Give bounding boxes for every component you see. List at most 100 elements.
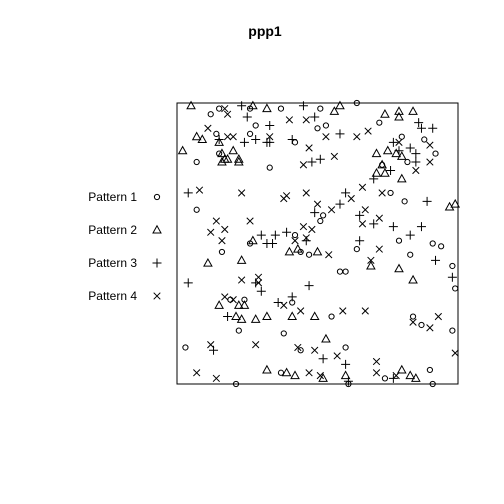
cross-point-marker [316, 371, 324, 380]
triangle-point-marker [233, 300, 244, 309]
circle-point-marker [449, 327, 456, 334]
triangle-point-marker [228, 145, 239, 155]
cross-point-marker [246, 217, 254, 225]
plus-point-marker [315, 154, 325, 164]
cross-point-marker [223, 110, 232, 118]
plus-point-marker [268, 239, 278, 248]
cross-point-marker [299, 161, 308, 169]
triangle-point-marker [233, 156, 244, 166]
cross-point-marker [327, 206, 336, 214]
triangle-point-marker [377, 159, 387, 169]
plus-point-marker [369, 174, 379, 184]
plus-point-marker [265, 137, 275, 147]
triangle-point-marker [329, 106, 340, 115]
triangle-point-marker [231, 311, 241, 321]
plus-point-marker [223, 312, 233, 322]
triangle-point-marker [450, 198, 461, 208]
plus-point-marker [242, 112, 252, 122]
circle-point-marker [398, 133, 405, 140]
triangle-point-marker [222, 153, 233, 163]
triangle-point-marker [262, 364, 272, 374]
triangle-point-marker [233, 153, 244, 163]
cross-point-marker [282, 192, 291, 200]
cross-point-marker [229, 133, 237, 141]
triangle-point-marker [236, 314, 247, 323]
plus-point-marker [287, 135, 297, 145]
plus-point-marker [431, 255, 441, 265]
plus-point-marker [416, 222, 426, 232]
cross-point-marker [367, 256, 375, 265]
circle-point-marker [216, 105, 223, 112]
plus-point-marker [251, 135, 261, 145]
circle-point-marker [387, 189, 394, 197]
plus-point-marker [304, 281, 314, 291]
cross-point-marker [218, 237, 226, 245]
cross-point-marker [339, 307, 347, 315]
cross-point-marker [412, 166, 420, 175]
triangle-point-marker [340, 370, 351, 380]
cross-point-marker [358, 220, 367, 228]
triangle-point-marker [408, 274, 418, 284]
cross-point-marker [426, 158, 434, 166]
circle-point-marker [452, 285, 459, 292]
cross-point-marker [426, 141, 434, 149]
plus-point-marker [335, 129, 345, 139]
legend-circle-symbol [153, 193, 161, 201]
cross-point-marker [302, 234, 310, 242]
triangle-point-marker [239, 300, 250, 309]
circle-point-marker [218, 248, 226, 256]
circle-point-marker [317, 217, 324, 225]
cross-point-marker [221, 104, 229, 113]
cross-point-marker [358, 183, 367, 191]
point-marks [177, 99, 461, 388]
triangle-point-marker [250, 314, 261, 323]
plus-point-marker [447, 272, 457, 282]
legend-plus-symbol [152, 258, 162, 268]
plus-point-marker [394, 146, 404, 156]
cross-point-marker [313, 200, 322, 208]
circle-point-marker [193, 206, 200, 213]
triangle-point-marker [394, 106, 404, 115]
circle-point-marker [317, 105, 324, 112]
circle-point-marker [291, 139, 299, 146]
cross-point-marker [291, 237, 299, 245]
circle-point-marker [336, 268, 344, 275]
cross-point-marker [305, 369, 313, 377]
plus-point-marker [405, 230, 415, 240]
circle-point-marker [246, 130, 254, 138]
cross-point-marker [375, 245, 383, 253]
circle-point-marker [353, 246, 360, 253]
circle-point-marker [297, 347, 304, 354]
triangle-point-marker [396, 364, 407, 374]
circle-point-marker [404, 158, 411, 166]
plus-point-marker [422, 196, 432, 206]
circle-point-marker [353, 99, 360, 107]
plus-point-marker [416, 123, 426, 133]
cross-point-marker [305, 144, 313, 152]
cross-point-marker [195, 186, 204, 194]
plus-point-marker [318, 354, 328, 364]
plus-point-marker [214, 135, 224, 145]
cross-point-marker [280, 301, 288, 309]
triangle-point-marker [366, 260, 376, 270]
cross-point-marker [237, 276, 246, 284]
cross-point-marker [372, 357, 381, 366]
cross-point-marker [378, 189, 386, 197]
circle-point-marker [266, 164, 273, 171]
circle-point-marker [241, 296, 248, 303]
circle-point-marker [421, 136, 428, 143]
legend-cross-symbol [153, 292, 161, 300]
cross-point-marker [221, 225, 229, 234]
circle-point-marker [322, 122, 330, 129]
circle-point-marker [438, 243, 445, 250]
cross-point-marker [193, 369, 201, 377]
circle-point-marker [381, 375, 389, 382]
cross-point-marker [392, 371, 400, 380]
triangle-point-marker [405, 370, 416, 380]
plus-point-marker [341, 188, 351, 198]
cross-point-marker [237, 189, 246, 197]
plus-point-marker [411, 149, 421, 159]
cross-point-marker [221, 293, 229, 301]
legend-label: Pattern 1 [88, 190, 137, 204]
